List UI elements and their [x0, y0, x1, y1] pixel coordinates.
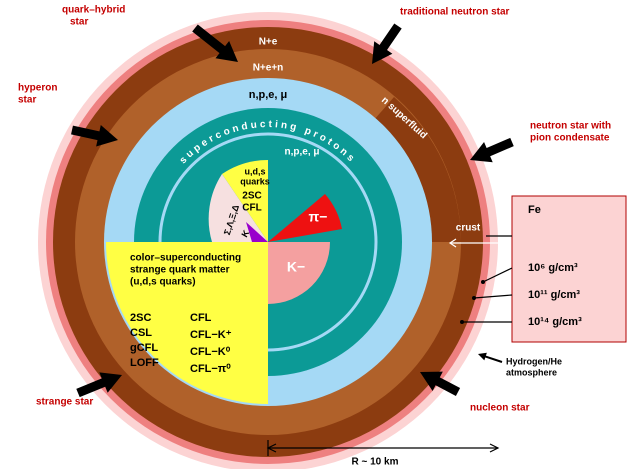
label: gCFL: [130, 342, 158, 354]
label: CSL: [130, 327, 152, 339]
label: π−: [309, 209, 328, 225]
label: 2SC: [130, 312, 151, 324]
label: CFL: [190, 312, 212, 324]
label: CFL−K⁺: [190, 329, 232, 341]
density-dot: [481, 280, 485, 284]
label: Fe: [528, 204, 541, 216]
label: color–superconducting: [130, 253, 241, 264]
label: strange quark matter: [130, 265, 230, 276]
label: CFL: [242, 203, 261, 214]
label: n,p,e, μ: [249, 89, 288, 101]
label: N+e+n: [253, 63, 284, 74]
label: (u,d,s quarks): [130, 277, 196, 288]
label: quarks: [240, 176, 270, 186]
label: R ~ 10 km: [352, 457, 399, 468]
label: K−: [287, 259, 305, 275]
neutron-star-diagram: superconducting protons quark–hybridstar…: [0, 0, 628, 469]
label: atmosphere: [506, 367, 557, 377]
label: nucleon star: [470, 403, 530, 414]
pointer-arrow: [478, 353, 502, 363]
label: 2SC: [242, 191, 261, 202]
label: quark–hybrid: [62, 5, 125, 16]
density-dot: [472, 296, 476, 300]
label: n,p,e, μ: [284, 147, 319, 158]
label: Hydrogen/He: [506, 356, 562, 366]
label: crust: [456, 223, 481, 234]
label: neutron star with: [530, 121, 611, 132]
label: CFL−π⁰: [190, 363, 231, 375]
label: strange star: [36, 397, 93, 408]
label: star: [70, 17, 88, 28]
label: pion condensate: [530, 133, 610, 144]
label: N+e: [259, 37, 278, 48]
label: star: [18, 95, 36, 106]
label: traditional neutron star: [400, 7, 510, 18]
label: CFL−K⁰: [190, 346, 231, 358]
label: 10⁶ g/cm³: [528, 262, 578, 274]
label: 10¹¹ g/cm³: [528, 289, 580, 301]
density-dot: [460, 320, 464, 324]
label: u,d,s: [244, 166, 265, 176]
label: 10¹⁴ g/cm³: [528, 316, 582, 328]
label: hyperon: [18, 83, 57, 94]
label: LOFF: [130, 357, 159, 369]
star-layers: [38, 12, 498, 469]
